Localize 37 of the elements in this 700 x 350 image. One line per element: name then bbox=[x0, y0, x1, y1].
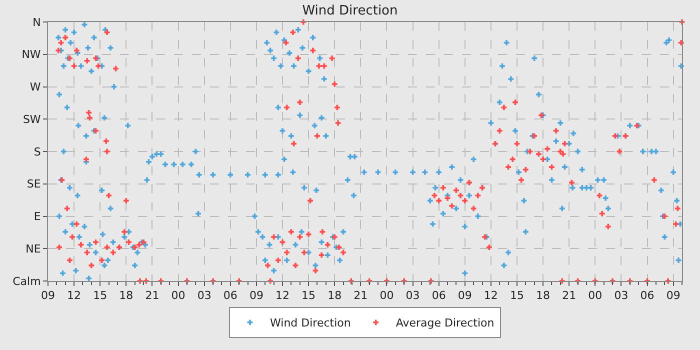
x-tick-label: 09 bbox=[249, 289, 264, 302]
legend-label: Average Direction bbox=[396, 316, 494, 330]
x-tick-label: 15 bbox=[93, 289, 108, 302]
x-tick-label: 00 bbox=[588, 289, 602, 302]
text: Calm bbox=[12, 274, 41, 288]
x-tick-label: 06 bbox=[640, 289, 654, 302]
text: S bbox=[34, 145, 41, 158]
x-tick-label: 09 bbox=[666, 289, 680, 302]
x-tick-label: 12 bbox=[275, 289, 290, 302]
x-tick-label: 06 bbox=[223, 289, 238, 302]
text: W bbox=[30, 80, 41, 94]
chart-title: Wind Direction bbox=[302, 3, 398, 18]
x-tick-label: 12 bbox=[67, 289, 82, 302]
legend-label: Wind Direction bbox=[270, 316, 351, 330]
x-tick-label: 09 bbox=[458, 289, 472, 302]
x-tick-label: 00 bbox=[171, 289, 186, 302]
x-tick-label: 18 bbox=[119, 289, 134, 302]
x-tick-label: 06 bbox=[432, 289, 446, 302]
x-tick-label: 21 bbox=[354, 289, 368, 302]
text: NW bbox=[22, 48, 41, 62]
x-tick-label: 03 bbox=[406, 289, 420, 302]
text: E bbox=[34, 210, 41, 224]
text: N bbox=[32, 16, 41, 29]
text: NE bbox=[26, 242, 41, 256]
x-tick-label: 15 bbox=[510, 289, 524, 302]
x-tick-label: 00 bbox=[380, 289, 394, 302]
text: SW bbox=[22, 112, 41, 126]
x-tick-label: 21 bbox=[562, 289, 576, 302]
text: SE bbox=[26, 178, 41, 191]
x-tick-label: 18 bbox=[536, 289, 550, 302]
x-tick-label: 12 bbox=[484, 289, 498, 302]
x-tick-label: 03 bbox=[197, 289, 212, 302]
x-tick-label: 03 bbox=[614, 289, 628, 302]
x-tick-label: 18 bbox=[328, 289, 342, 302]
x-tick-label: 15 bbox=[302, 289, 316, 302]
x-tick-label: 09 bbox=[41, 289, 55, 302]
x-tick-label: 21 bbox=[145, 289, 160, 302]
